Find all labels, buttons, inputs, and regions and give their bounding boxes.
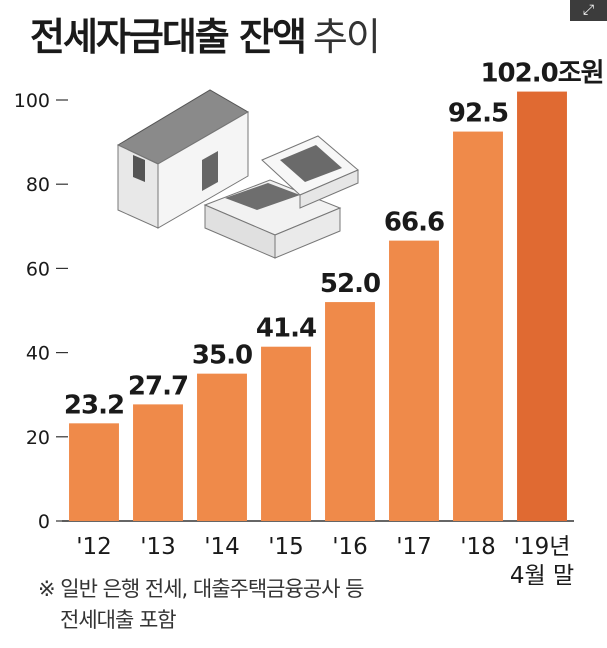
- data-label: 41.4: [256, 314, 316, 344]
- expand-icon[interactable]: ⤢: [570, 0, 607, 21]
- data-label: 35.0: [192, 341, 252, 371]
- house-and-money-illustration: [116, 89, 359, 259]
- y-tick-label: 100: [14, 90, 50, 112]
- bar: [69, 423, 119, 521]
- data-label: 102.0조원: [480, 59, 603, 89]
- chart-title-main: 전세자금대출 잔액: [30, 15, 307, 59]
- x-tick-label: '14: [204, 534, 240, 560]
- x-tick-label: '16: [332, 534, 368, 560]
- bar: [453, 131, 503, 521]
- footnote-line-1: ※ 일반 은행 전세, 대출주택금융공사 등: [38, 577, 364, 601]
- x-tick-label: '13: [140, 534, 176, 560]
- x-tick-label: '18: [460, 534, 496, 560]
- bar: [133, 404, 183, 521]
- bar: [325, 302, 375, 521]
- data-label: 23.2: [64, 390, 124, 420]
- chart-title-sub: 추이: [312, 15, 381, 59]
- y-tick-label: 60: [26, 258, 50, 280]
- x-tick-label: '15: [268, 534, 304, 560]
- data-label: 52.0: [320, 269, 380, 299]
- y-tick-label: 0: [38, 511, 50, 533]
- x-tick-label: '19년 4월 말: [510, 534, 574, 589]
- x-tick-label: '17: [396, 534, 432, 560]
- y-tick-label: 40: [26, 343, 50, 365]
- y-tick-label: 20: [26, 427, 50, 449]
- x-tick-label: '12: [76, 534, 112, 560]
- bar: [517, 91, 567, 521]
- bar: [197, 373, 247, 521]
- footnote-line-2: 전세대출 포함: [60, 608, 177, 632]
- y-tick-label: 80: [26, 174, 50, 196]
- data-label: 92.5: [448, 99, 508, 129]
- data-label: 66.6: [384, 208, 444, 238]
- bar: [261, 346, 311, 521]
- bar: [389, 240, 439, 521]
- chart-title: 전세자금대출 잔액 추이: [30, 6, 381, 61]
- data-label: 27.7: [128, 371, 188, 401]
